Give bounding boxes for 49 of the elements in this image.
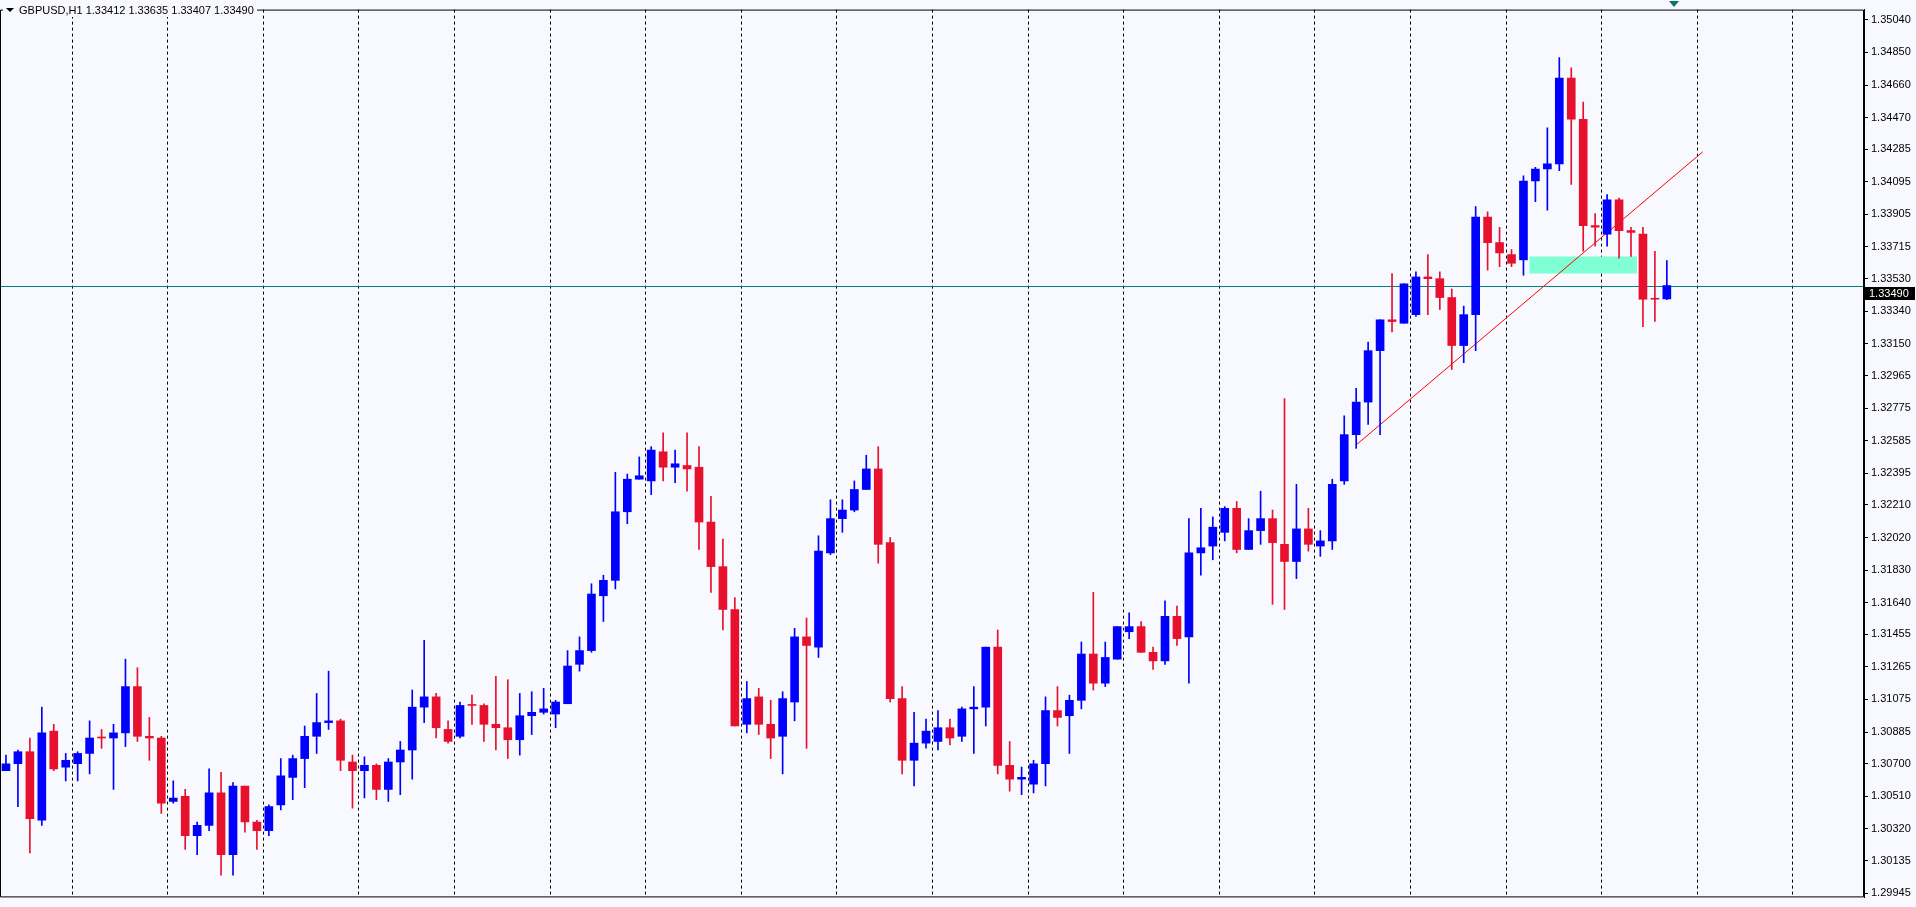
y-tick-label: 1.34850 [1871, 45, 1911, 58]
y-tick-label: 1.32210 [1871, 497, 1911, 510]
y-tick-label: 1.32775 [1871, 401, 1911, 414]
y-tick-label: 1.33340 [1871, 304, 1911, 317]
y-tick-label: 1.32020 [1871, 530, 1911, 543]
y-tick-label: 1.30700 [1871, 756, 1911, 769]
candlestick [491, 675, 501, 751]
candlestick [634, 456, 644, 480]
y-tick-label: 1.32965 [1871, 368, 1911, 381]
ref-line-label: 1.33490 [1869, 287, 1909, 300]
candlestick [909, 711, 919, 787]
y-tick-label: 1.34095 [1871, 174, 1911, 187]
chart-title: GBPUSD,H1 1.33412 1.33635 1.33407 1.33490 [19, 4, 254, 16]
candlestick [1124, 612, 1134, 639]
candlestick [1590, 213, 1600, 247]
candlestick [682, 432, 692, 492]
y-tick-label: 1.33150 [1871, 336, 1911, 349]
candlestick [419, 639, 429, 723]
candlestick [1626, 226, 1636, 257]
y-tick-label: 1.33715 [1871, 240, 1911, 253]
y-tick-label: 1.31640 [1871, 595, 1911, 608]
candlestick [395, 741, 405, 795]
y-tick-label: 1.34470 [1871, 110, 1911, 123]
y-tick-label: 1.34285 [1871, 142, 1911, 155]
y-tick-label: 1.30885 [1871, 725, 1911, 738]
candlestick [766, 699, 776, 759]
y-tick-label: 1.35040 [1871, 12, 1911, 25]
candlestick [1196, 508, 1206, 576]
y-tick-label: 1.32395 [1871, 466, 1911, 479]
y-tick-label: 1.34660 [1871, 78, 1911, 91]
candlestick [503, 679, 513, 759]
y-tick-label: 1.30320 [1871, 821, 1911, 834]
y-tick-label: 1.33905 [1871, 207, 1911, 220]
candlestick [13, 749, 23, 807]
y-tick-label: 1.30510 [1871, 789, 1911, 802]
y-tick-label: 1.32585 [1871, 433, 1911, 446]
y-tick-label: 1.31075 [1871, 692, 1911, 705]
candlestick [1387, 273, 1397, 333]
candlestick [527, 691, 537, 735]
y-tick-label: 1.31265 [1871, 659, 1911, 672]
candlestick [670, 449, 680, 483]
y-tick-label: 1.30135 [1871, 853, 1911, 866]
candlestick [1650, 250, 1660, 322]
candlestick [467, 694, 477, 725]
y-tick-label: 1.29945 [1871, 886, 1911, 899]
y-tick-label: 1.33530 [1871, 271, 1911, 284]
candlestick [168, 780, 178, 804]
y-tick-label: 1.31830 [1871, 563, 1911, 576]
y-tick-label: 1.31455 [1871, 627, 1911, 640]
